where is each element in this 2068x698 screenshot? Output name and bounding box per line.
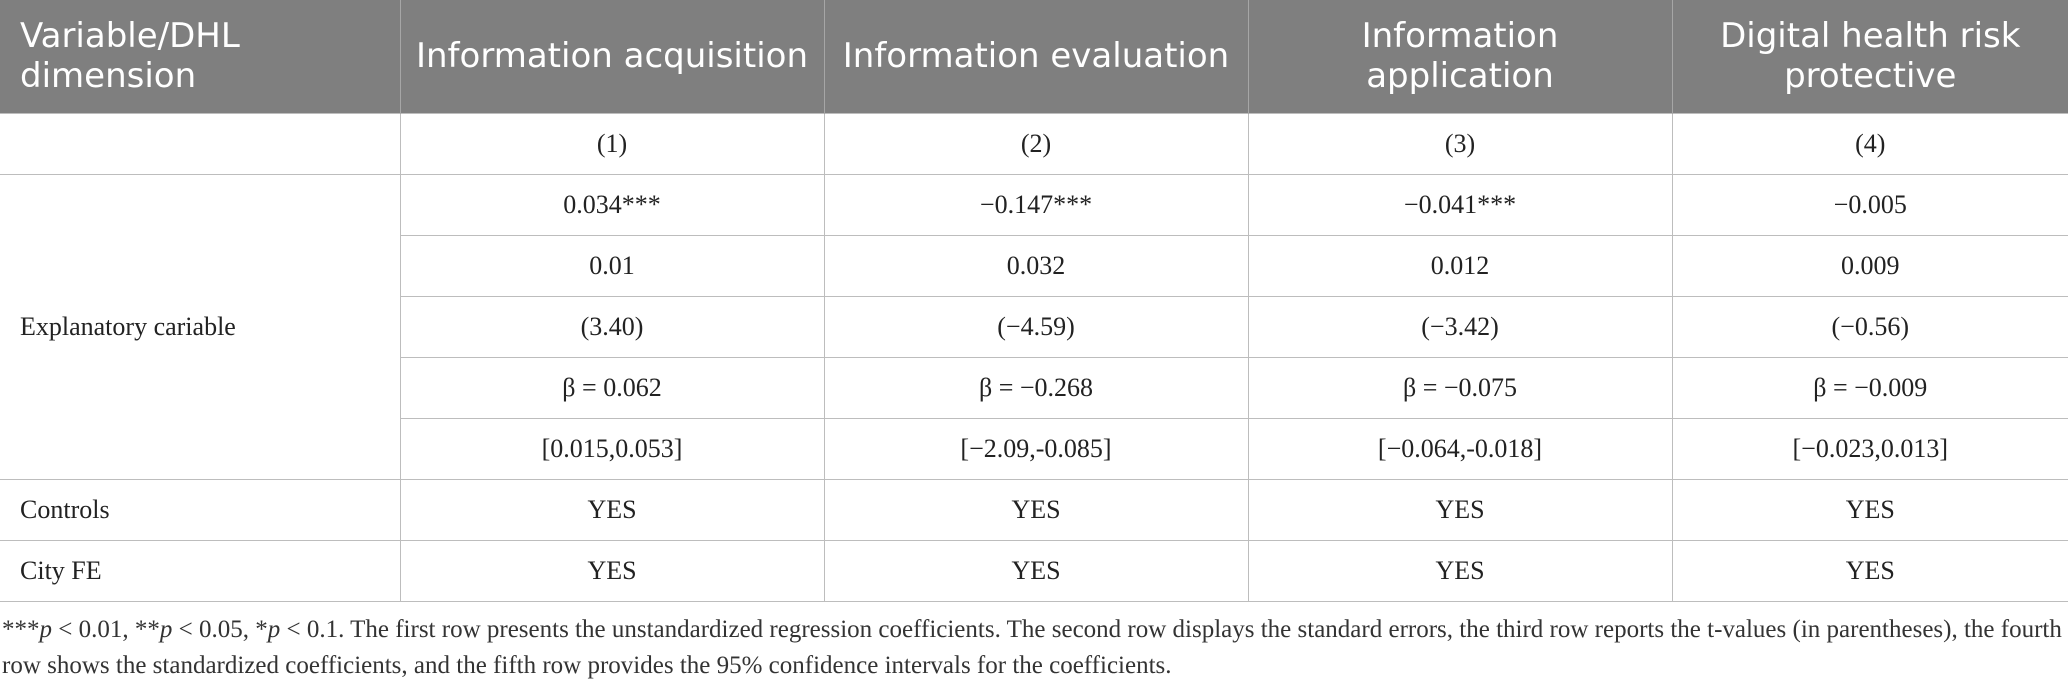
header-cell: Information acquisition (399, 0, 824, 113)
cell: −0.005 (1671, 173, 2068, 236)
cell: [0.015,0.053] (400, 417, 825, 480)
row-label: City FE (0, 539, 401, 602)
cell: (3.40) (400, 295, 825, 358)
cell: [−2.09,-0.085] (823, 417, 1249, 480)
footnote-text: < 0.1. The first row presents the unstan… (2, 615, 2062, 679)
cell: β = −0.009 (1671, 356, 2068, 419)
column-number: (4) (1671, 112, 2068, 175)
table-header: Variable/DHL dimension Information acquis… (0, 0, 2068, 113)
cell: YES (1671, 539, 2068, 602)
cell: YES (399, 478, 825, 541)
column-number: (2) (823, 112, 1249, 175)
footnote-text: < 0.05, * (172, 615, 268, 643)
footnote-text: < 0.01, ** (52, 615, 160, 643)
cell: YES (823, 539, 1249, 602)
cell: YES (823, 478, 1249, 541)
table-body: (1) (2) (3) (4) Explanatory cariable 0.034***… (0, 112, 2068, 602)
explanatory-row: [0.015,0.053] [−2.09,-0.085] [−0.064,-0.01… (0, 417, 2068, 480)
footnote-text: p (267, 615, 281, 643)
cell: [−0.023,0.013] (1671, 417, 2068, 480)
header-row: Variable/DHL dimension Information acquis… (0, 0, 2068, 113)
header-cell: Variable/DHL dimension (0, 0, 400, 113)
cell: YES (1671, 478, 2068, 541)
column-number: (3) (1247, 112, 1673, 175)
cell: β = 0.062 (400, 356, 825, 419)
cell: YES (399, 539, 825, 602)
regression-table: Variable/DHL dimension Information acquis… (0, 0, 2068, 602)
cell: (−0.56) (1671, 295, 2068, 358)
cell: 0.01 (400, 234, 825, 297)
header-cell: Digital health risk protective (1671, 0, 2068, 113)
table-row: Controls YES YES YES YES (0, 478, 2068, 541)
table-row: City FE YES YES YES YES (0, 539, 2068, 602)
empty-cell (0, 112, 401, 175)
header-cell: Information evaluation (823, 0, 1248, 113)
footnote-text: p (39, 615, 53, 643)
cell: −0.041*** (1247, 173, 1673, 236)
column-number: (1) (399, 112, 825, 175)
cell: β = −0.268 (823, 356, 1249, 419)
footnote-text: p (159, 615, 173, 643)
cell: β = −0.075 (1247, 356, 1673, 419)
cell: YES (1247, 478, 1673, 541)
explanatory-row: Explanatory cariable 0.034*** −0.147*** −0.… (0, 173, 2068, 480)
row-label: Explanatory cariable (0, 173, 401, 480)
header-cell: Information application (1247, 0, 1672, 113)
cell: 0.034*** (399, 173, 825, 236)
row-label: Controls (0, 478, 401, 541)
cell: (−4.59) (823, 295, 1249, 358)
footnote-text: *** (2, 615, 40, 643)
explanatory-row: 0.01 0.032 0.012 0.009 (0, 234, 2068, 297)
footnote: ***p < 0.01, **p < 0.05, *p < 0.1. The f… (0, 602, 2068, 684)
explanatory-row: β = 0.062 β = −0.268 β = −0.075 β = −0.009 (0, 356, 2068, 419)
cell: (−3.42) (1247, 295, 1673, 358)
cell: 0.009 (1671, 234, 2068, 297)
cell: YES (1247, 539, 1673, 602)
column-number-row: (1) (2) (3) (4) (0, 112, 2068, 175)
explanatory-row: (3.40) (−4.59) (−3.42) (−0.56) (0, 295, 2068, 358)
cell: [−0.064,-0.018] (1247, 417, 1673, 480)
cell: 0.032 (823, 234, 1249, 297)
cell: 0.012 (1247, 234, 1673, 297)
cell: −0.147*** (823, 173, 1249, 236)
